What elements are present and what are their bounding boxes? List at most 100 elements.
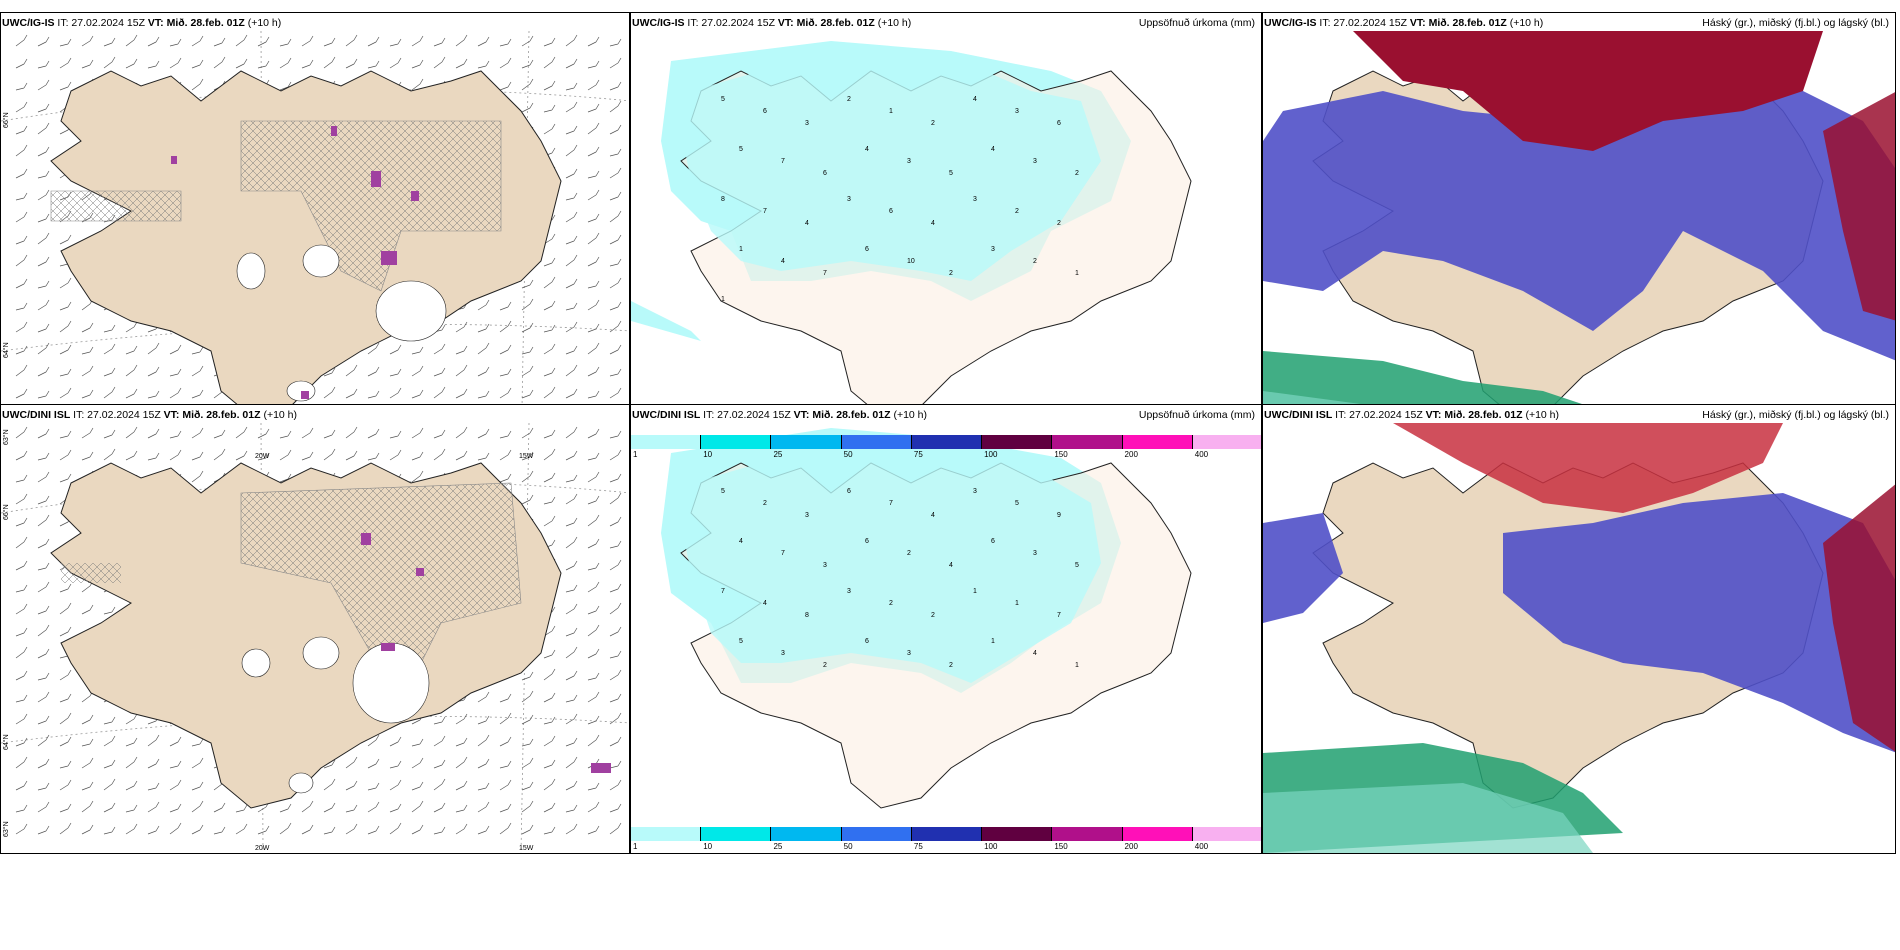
wind-barb <box>15 603 28 615</box>
wind-barb <box>125 364 138 377</box>
wind-barb <box>345 450 358 461</box>
wind-barb <box>433 716 446 725</box>
wind-barb <box>455 737 468 747</box>
wind-barb <box>565 603 578 615</box>
wind-barb <box>15 474 28 483</box>
legend-swatch <box>841 827 912 841</box>
wind-barb <box>477 801 490 813</box>
wind-barb <box>565 168 578 179</box>
wind-barb <box>433 429 446 439</box>
wind-barb <box>411 35 424 47</box>
wind-barb <box>279 803 292 813</box>
wind-barb <box>37 323 50 333</box>
lon-20w-label: 20W <box>255 453 270 460</box>
wind-barb <box>587 103 600 113</box>
wind-barb <box>213 826 226 835</box>
wind-barb <box>587 734 600 747</box>
wind-barb <box>499 81 512 91</box>
wind-barb <box>543 735 556 747</box>
precip-value: 3 <box>847 588 851 595</box>
wind-barb <box>59 583 72 593</box>
wind-barb <box>345 34 358 47</box>
wind-barb <box>37 495 50 505</box>
cloud-panel-top: UWC/IG-IS IT: 27.02.2024 15Z VT: Mið. 28… <box>1262 12 1896 462</box>
wind-barb <box>587 562 600 571</box>
wind-barb <box>367 390 380 399</box>
precip-value: 4 <box>865 146 869 153</box>
wind-barb <box>279 473 292 483</box>
wind-barb <box>411 757 424 769</box>
wind-barb <box>587 514 600 527</box>
wind-barb <box>125 737 138 747</box>
wind-barb <box>103 56 116 69</box>
wind-barb <box>499 368 512 377</box>
precip-value: 2 <box>949 270 953 277</box>
wind-barb <box>59 760 72 769</box>
wind-barb <box>15 670 28 681</box>
wind-barb <box>543 692 556 703</box>
wind-barb <box>389 736 402 747</box>
wind-barb <box>345 823 358 835</box>
wind-panel-bottom: UWC/DINI ISL IT: 27.02.2024 15Z VT: Mið.… <box>0 404 630 854</box>
wind-barb <box>565 536 578 549</box>
wind-barb <box>609 822 622 835</box>
wind-barb <box>499 760 512 769</box>
wind-barb <box>543 649 556 659</box>
wind-barb <box>15 517 28 527</box>
wind-barb <box>521 757 534 769</box>
wind-barb <box>257 428 270 439</box>
high-cloud-area-east <box>1823 92 1895 321</box>
wind-barb <box>543 716 556 725</box>
wind-barb <box>433 448 446 461</box>
wind-barb <box>609 650 622 659</box>
wind-barb <box>367 60 380 69</box>
wind-barb <box>37 715 50 725</box>
wind-barb <box>59 368 72 377</box>
wind-barb <box>433 802 446 813</box>
precip-value: 6 <box>865 538 869 545</box>
wind-barb <box>125 756 138 769</box>
wind-barb <box>455 426 468 439</box>
wind-barb <box>609 210 622 223</box>
wind-barb <box>37 79 50 91</box>
wind-barb <box>587 495 600 505</box>
precip-value: 6 <box>847 488 851 495</box>
wind-barb <box>477 342 490 355</box>
wind-barb <box>477 36 490 47</box>
precip-legend-bottom: 1 10 25 50 75 100 150 200 400 <box>631 827 1261 853</box>
wind-barb <box>609 492 622 505</box>
wind-barb <box>477 452 490 461</box>
wind-barb <box>543 496 556 505</box>
wind-barb <box>15 58 28 69</box>
wind-barb <box>59 779 72 791</box>
legend-swatch <box>1192 435 1261 449</box>
lat-63-label: 63°N <box>3 821 10 837</box>
wind-barb <box>15 235 28 245</box>
precip-map-top: 5 6 3 2 1 2 4 3 6 5 7 6 4 3 5 4 3 2 8 7 4 3 6 4 3 2 2 1 4 7 6 10 2 3 2 1 1 <box>631 41 1192 417</box>
wind-barb <box>81 322 94 333</box>
valid-time: VT: Mið. 28.feb. 01Z <box>1409 17 1507 29</box>
wind-barb <box>609 559 622 571</box>
wind-barb <box>191 389 204 399</box>
precip-value: 5 <box>739 146 743 153</box>
init-time: IT: 27.02.2024 15Z <box>1319 17 1407 29</box>
wind-barb <box>521 671 534 681</box>
lead-time: (+10 h) <box>1509 17 1544 29</box>
precip-value: 3 <box>907 158 911 165</box>
precip-value: 3 <box>805 512 809 519</box>
wind-barb <box>565 426 578 439</box>
wind-barb <box>367 342 380 355</box>
wind-barb <box>81 427 94 439</box>
wind-barb <box>81 365 94 377</box>
wind-barb <box>169 38 182 47</box>
precip-value: 4 <box>739 538 743 545</box>
wind-barb <box>37 734 50 747</box>
wind-barb <box>279 822 292 835</box>
wind-barb <box>587 122 600 135</box>
wind-barb <box>37 170 50 179</box>
wind-barb <box>543 759 556 769</box>
wind-barb <box>59 430 72 439</box>
wind-barb <box>587 170 600 179</box>
wind-barb <box>565 125 578 135</box>
cloud-header-bottom: UWC/DINI ISL IT: 27.02.2024 15Z VT: Mið.… <box>1264 408 1891 422</box>
